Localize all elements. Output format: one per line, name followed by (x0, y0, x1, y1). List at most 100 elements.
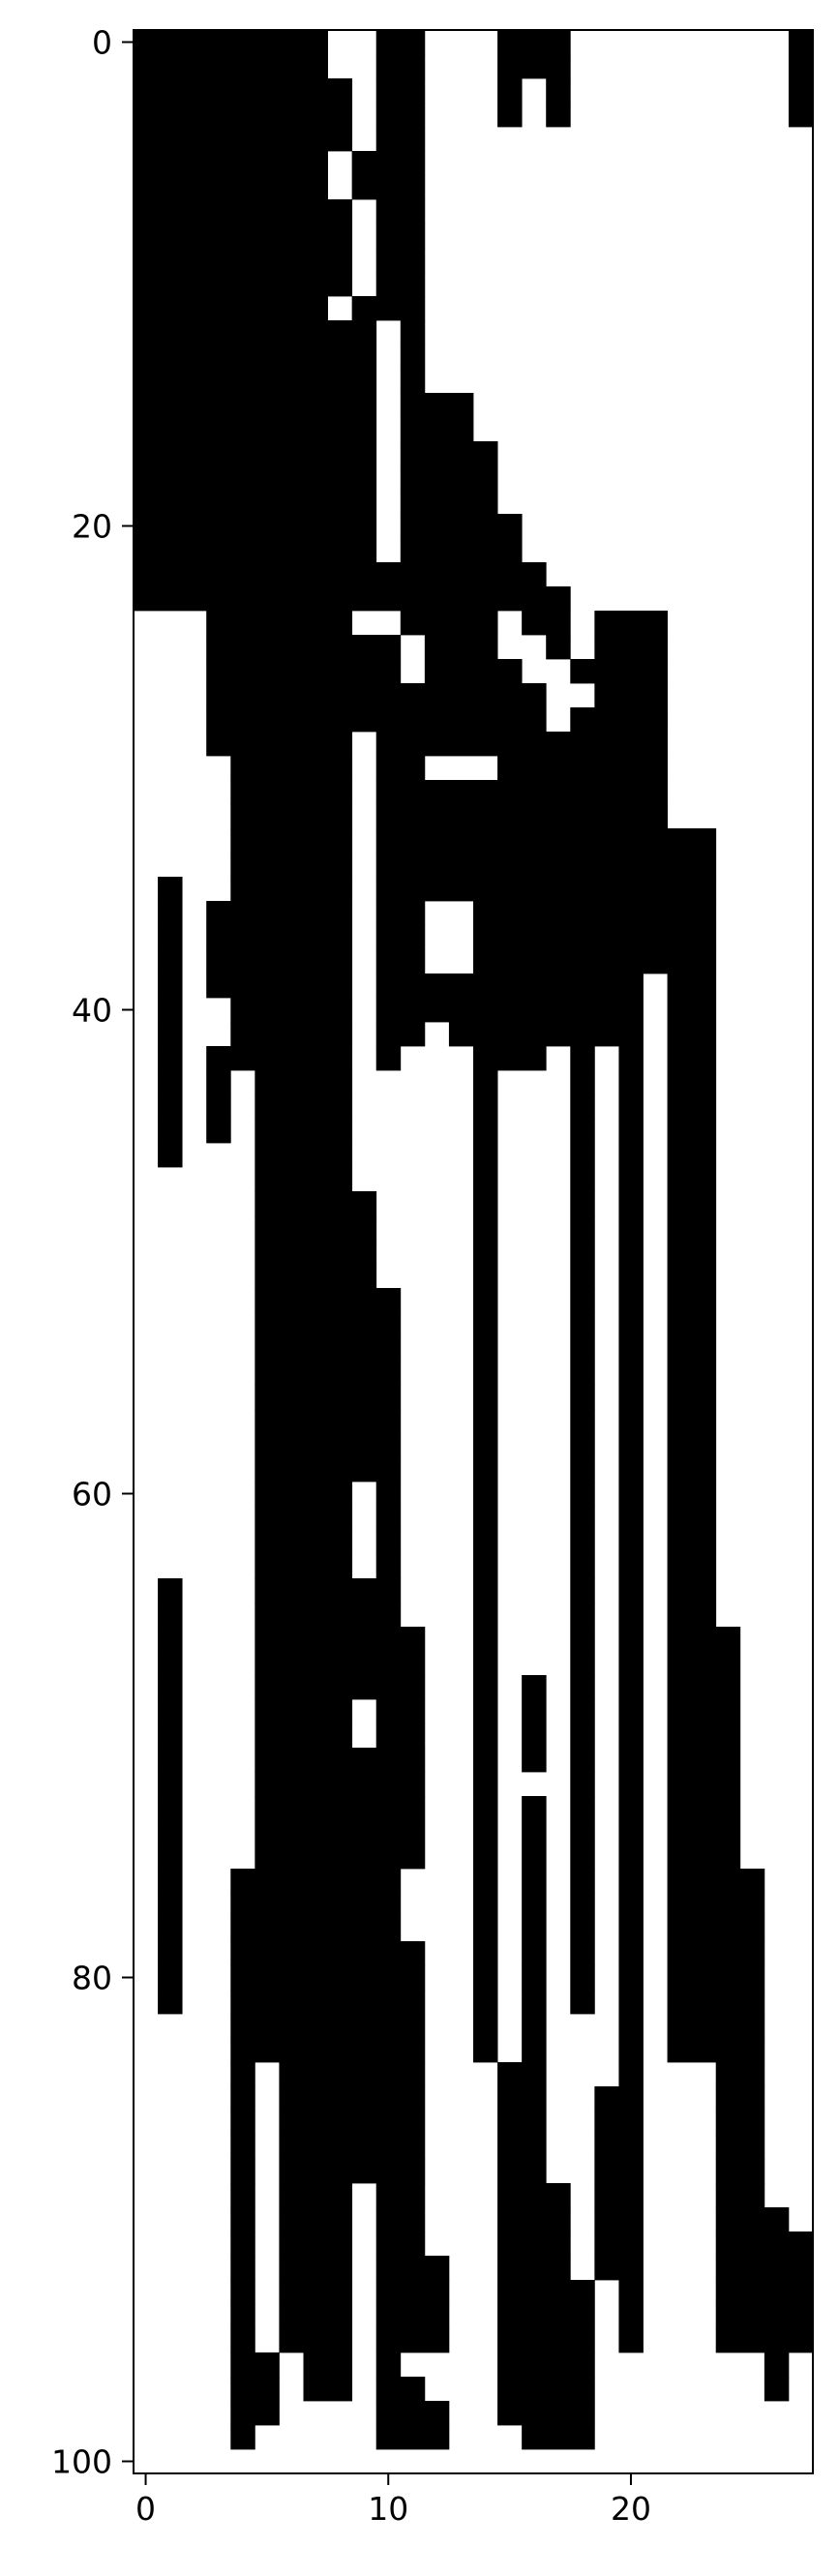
y-tick-label: 20 (72, 508, 112, 546)
heatmap-cell-run (473, 1990, 498, 2015)
heatmap-cell-run (375, 804, 571, 829)
heatmap-cell-run (375, 2232, 426, 2257)
heatmap-cell-run (279, 2207, 353, 2232)
heatmap-cell-run (618, 1965, 644, 1991)
heatmap-cell-run (522, 1699, 547, 1724)
heatmap-cell-run (618, 1119, 644, 1144)
heatmap-cell-run (255, 1482, 353, 1507)
heatmap-cell-run (473, 1820, 498, 1845)
heatmap-cell-run (473, 1941, 498, 1966)
heatmap-cell-run (667, 1917, 765, 1942)
heatmap-cell-run (570, 1336, 595, 1362)
heatmap-cell-run (522, 1820, 547, 1845)
heatmap-cell-run (618, 1820, 644, 1845)
heatmap-cell-run (618, 1893, 644, 1918)
heatmap-cell-run (570, 1941, 595, 1966)
heatmap-cell-run (667, 1603, 717, 1628)
heatmap-cell-run (667, 1699, 741, 1724)
heatmap-cell-run (230, 1022, 353, 1047)
heatmap-cell-run (375, 877, 571, 902)
heatmap-cell-run (594, 683, 668, 708)
heatmap-cell-run (570, 1264, 595, 1289)
heatmap-cell-run (618, 1312, 644, 1337)
heatmap-cell-run (158, 1675, 183, 1700)
heatmap-cell-run (158, 973, 183, 999)
heatmap-cell-run (667, 1409, 717, 1434)
heatmap-cell-run (570, 1312, 595, 1337)
heatmap-cell-run (375, 2377, 426, 2402)
heatmap-cell-run (618, 2014, 644, 2039)
heatmap-cell-run (255, 1530, 353, 1555)
heatmap-cell-run (667, 1288, 717, 1313)
heatmap-cell-run (255, 1796, 426, 1821)
heatmap-cell-run (375, 54, 426, 79)
heatmap-cell-run (618, 1627, 644, 1652)
heatmap-cell-run (618, 1723, 644, 1749)
heatmap-cell-run (473, 1554, 498, 1579)
heatmap-cell-run (375, 2425, 450, 2450)
heatmap-cell-run (375, 272, 426, 297)
heatmap-cell-run (667, 1385, 717, 1410)
axes-frame (133, 29, 814, 2474)
heatmap-cell-run (158, 1119, 183, 1144)
heatmap-cell-run (158, 1651, 183, 1676)
heatmap-cell-run (255, 1675, 426, 1700)
heatmap-cell-run (375, 1506, 402, 1531)
heatmap-cell-run (618, 1094, 644, 1120)
heatmap-cell-run (618, 1675, 644, 1700)
heatmap-cell-run (570, 1627, 595, 1652)
heatmap-cell-run (497, 2232, 571, 2257)
heatmap-cell-run (134, 417, 377, 442)
heatmap-cell-run (667, 1046, 717, 1071)
heatmap-cell-run (667, 1506, 717, 1531)
heatmap-cell-run (134, 103, 353, 128)
heatmap-cell-run (667, 1457, 717, 1483)
heatmap-cell-run (522, 1965, 547, 1991)
heatmap-cell-run (497, 2377, 595, 2402)
heatmap-cell-run (473, 1723, 498, 1749)
heatmap-cell-run (230, 780, 353, 805)
heatmap-cell-run (134, 490, 377, 515)
heatmap-cell-run (667, 2014, 765, 2039)
heatmap-cell-run (400, 320, 426, 345)
heatmap-cell-run (667, 1312, 717, 1337)
heatmap-cell-run (375, 2328, 450, 2353)
heatmap-cell-run (618, 1651, 644, 1676)
heatmap-cell-run (230, 2111, 255, 2136)
heatmap-cell-run (473, 1312, 498, 1337)
heatmap-cell-run (715, 2328, 814, 2353)
heatmap-cell-run (667, 1433, 717, 1458)
heatmap-cell-run (570, 1167, 595, 1192)
heatmap-cell-run (158, 1046, 183, 1071)
heatmap-cell-run (667, 1772, 741, 1797)
heatmap-cell-run (230, 2014, 426, 2039)
heatmap-cell-run (400, 369, 426, 394)
heatmap-cell-run (570, 1506, 595, 1531)
heatmap-cell-run (618, 1361, 644, 1386)
heatmap-cell-run (570, 853, 717, 878)
heatmap-cell-run (618, 1409, 644, 1434)
heatmap-cell-run (375, 780, 474, 805)
heatmap-cell-run (158, 1844, 183, 1870)
heatmap-cell-run (255, 1433, 402, 1458)
heatmap-cell-run (473, 949, 571, 974)
heatmap-cell-run (667, 998, 717, 1023)
heatmap-cell-run (594, 659, 668, 684)
heatmap-cell-run (134, 296, 328, 321)
heatmap-cell-run (473, 1167, 498, 1192)
heatmap-cell-run (375, 1046, 402, 1071)
heatmap-cell-run (715, 2304, 814, 2329)
heatmap-cell-run (667, 1820, 741, 1845)
heatmap-cell-run (473, 1603, 498, 1628)
heatmap-cell-run (134, 538, 377, 563)
heatmap-cell-run (570, 949, 717, 974)
heatmap-cell-run (375, 732, 668, 757)
heatmap-cell-run (497, 2304, 595, 2329)
heatmap-cell-run (400, 393, 474, 418)
heatmap-cell-run (788, 54, 814, 79)
heatmap-cell-run (375, 2304, 450, 2329)
heatmap-cell-run (134, 30, 328, 55)
heatmap-cell-run (375, 103, 426, 128)
x-tick-label: 0 (135, 2490, 156, 2528)
